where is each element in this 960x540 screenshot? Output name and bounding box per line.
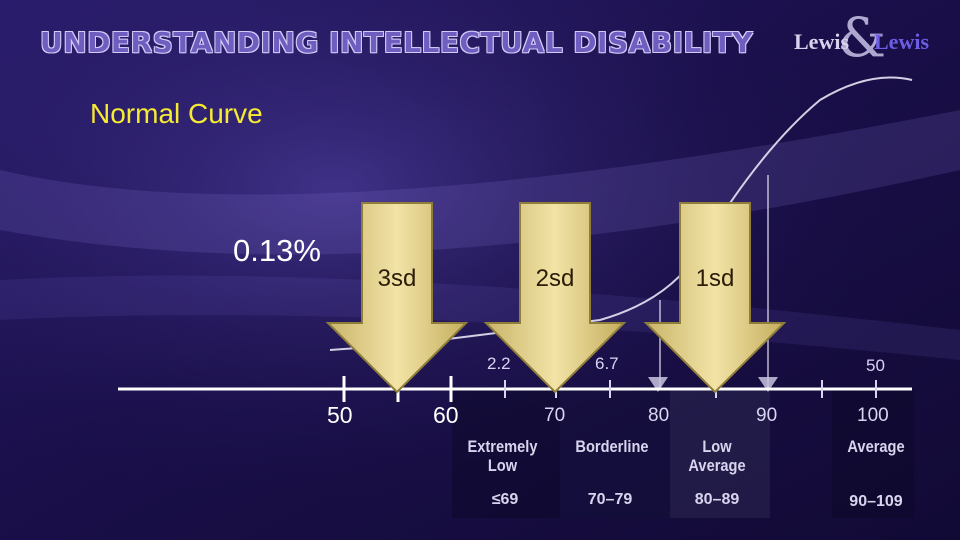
tick-label-80: 80 bbox=[648, 405, 670, 426]
logo-name-right: Lewis bbox=[874, 29, 929, 54]
arrow-2sd bbox=[483, 202, 627, 394]
arrow-label-1sd: 1sd bbox=[695, 265, 735, 292]
arrow-label-3sd: 3sd bbox=[377, 265, 417, 292]
tick-label-50: 50 bbox=[327, 402, 353, 428]
tick-label-90: 90 bbox=[756, 405, 778, 426]
percent-2-2: 2.2 bbox=[487, 354, 511, 373]
percent-6-7: 6.7 bbox=[595, 354, 619, 373]
logo-name-left: Lewis bbox=[794, 29, 849, 54]
range-low-average: 80–89 bbox=[694, 491, 740, 508]
range-borderline: 70–79 bbox=[587, 491, 633, 508]
category-borderline: Borderline bbox=[575, 437, 649, 456]
arrow-label-2sd: 2sd bbox=[535, 265, 575, 292]
category-extremely-low: Extremely Low bbox=[467, 437, 538, 475]
tick-label-60: 60 bbox=[433, 402, 459, 428]
logo-ampersand: & bbox=[838, 6, 887, 69]
slide-title: UNDERSTANDING INTELLECTUAL DISABILITY bbox=[40, 26, 754, 59]
lewis-and-lewis-logo: & Lewis Lewis bbox=[792, 6, 942, 72]
arrow-1sd bbox=[643, 202, 787, 394]
percent-label: 0.13% bbox=[233, 233, 321, 268]
percent-50: 50 bbox=[866, 356, 885, 375]
range-extremely-low: ≤69 bbox=[491, 491, 519, 508]
arrow-3sd bbox=[325, 202, 469, 394]
category-average: Average bbox=[847, 437, 905, 456]
category-low-average: Low Average bbox=[688, 437, 746, 475]
section-subtitle: Normal Curve bbox=[90, 98, 263, 129]
tick-label-100: 100 bbox=[857, 405, 889, 426]
tick-label-70: 70 bbox=[544, 405, 566, 426]
range-average: 90–109 bbox=[849, 493, 903, 510]
